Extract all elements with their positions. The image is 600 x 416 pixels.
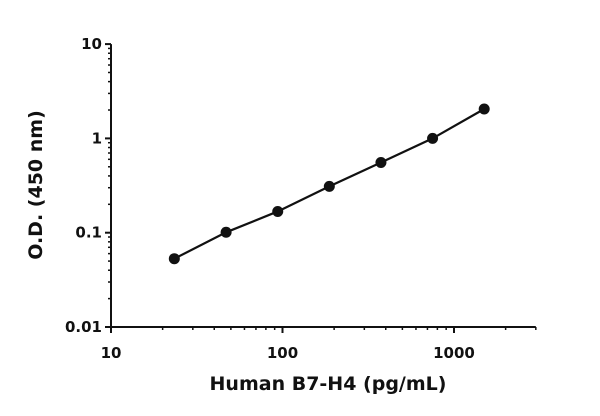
x-tick-labels: 10 100 1000 [101, 344, 475, 362]
data-point [323, 180, 335, 192]
y-axis-label: O.D. (450 nm) [25, 110, 47, 260]
x-tick-label: 1000 [433, 344, 475, 362]
x-axis-label: Human B7-H4 (pg/mL) [210, 373, 447, 395]
data-point [272, 205, 284, 217]
data-series [168, 103, 490, 265]
axes [105, 43, 537, 333]
y-tick-labels: 10 1 0.1 0.01 [65, 35, 102, 336]
data-point [220, 226, 232, 238]
x-tick-label: 100 [267, 344, 298, 362]
y-tick-label: 1 [92, 129, 102, 147]
y-tick-label: 0.01 [65, 318, 102, 336]
y-tick-label: 0.1 [75, 224, 102, 242]
data-point [168, 253, 180, 265]
y-tick-label: 10 [81, 35, 102, 53]
data-point [375, 157, 387, 169]
data-point [427, 132, 439, 144]
data-point [478, 103, 490, 115]
x-tick-label: 10 [101, 344, 122, 362]
